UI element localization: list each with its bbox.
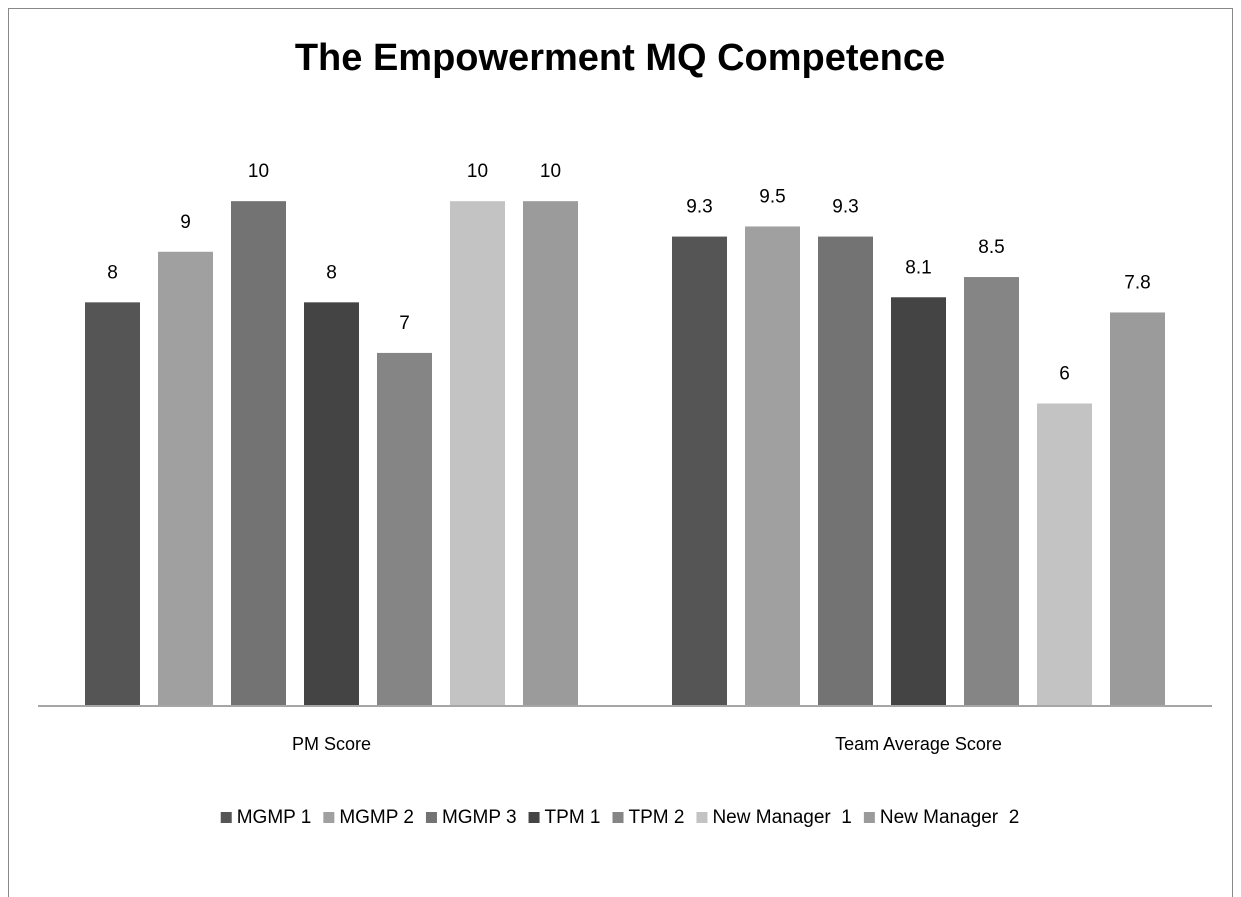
data-label: 10	[540, 161, 561, 182]
bar	[448, 199, 507, 708]
bar	[816, 234, 875, 707]
legend-swatch	[323, 812, 335, 823]
bar	[156, 249, 215, 707]
data-label: 9	[180, 212, 191, 233]
bar	[962, 275, 1021, 707]
legend-swatch	[425, 812, 437, 823]
bar	[229, 199, 288, 708]
legend-label: TPM 2	[629, 807, 685, 828]
data-label: 9.5	[759, 186, 785, 207]
legend-label: MGMP 1	[237, 807, 312, 828]
bar	[1035, 401, 1094, 707]
data-label: 9.3	[832, 197, 858, 218]
data-label: 10	[467, 161, 488, 182]
legend-label: TPM 1	[545, 807, 601, 828]
legend-swatch	[612, 812, 624, 823]
data-label: 6	[1059, 364, 1070, 385]
data-label: 7	[399, 313, 410, 334]
bar	[1108, 310, 1167, 707]
legend-swatch	[696, 812, 708, 823]
data-label: 8	[326, 262, 337, 283]
data-label: 9.3	[686, 197, 712, 218]
legend-swatch	[220, 812, 232, 823]
legend-label: New Manager 2	[880, 807, 1019, 828]
chart-title: The Empowerment MQ Competence	[295, 37, 945, 79]
data-label: 8	[107, 262, 118, 283]
legend-label: MGMP 3	[442, 807, 517, 828]
data-label: 8.1	[905, 257, 931, 278]
bar	[375, 350, 434, 707]
data-label: 7.8	[1124, 272, 1150, 293]
data-label: 10	[248, 161, 269, 182]
bar	[743, 224, 802, 707]
x-tick-label: PM Score	[292, 734, 371, 754]
bar	[670, 234, 729, 707]
legend-label: MGMP 2	[339, 807, 414, 828]
bar	[83, 300, 142, 707]
legend-swatch	[528, 812, 540, 823]
legend-swatch	[863, 812, 875, 823]
data-label: 8.5	[978, 237, 1004, 258]
bar	[889, 295, 948, 707]
x-tick-label: Team Average Score	[835, 734, 1002, 754]
bar	[302, 300, 361, 707]
bar	[521, 199, 580, 708]
chart-border	[8, 8, 1233, 897]
legend-label: New Manager 1	[712, 807, 851, 828]
